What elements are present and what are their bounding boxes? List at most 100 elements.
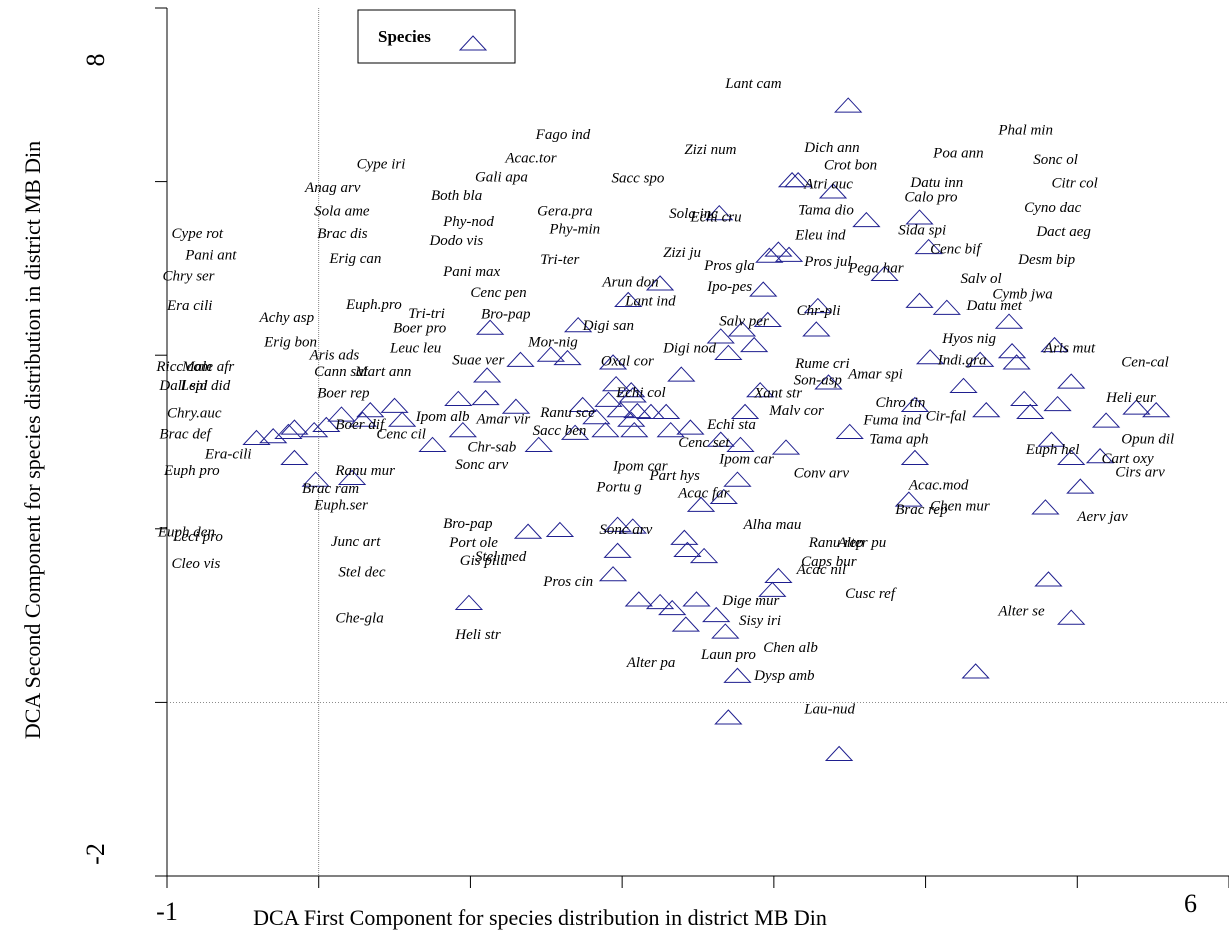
species-label: Cenc bif [930,242,982,258]
point [749,281,778,297]
species-label: Euph hel [1025,442,1080,458]
species-label: Pros cin [542,574,593,590]
species-label: Portu g [595,479,642,495]
point [568,396,597,413]
point [598,566,628,582]
species-label: Arun don [601,275,658,291]
point [783,171,813,188]
point [658,599,687,616]
point [711,623,740,639]
point [618,387,647,403]
species-label: Acac nil [796,562,847,578]
species-label: Ranu sce [539,405,595,421]
species-label: Brac rep [895,502,948,518]
species-label: Tama dio [798,203,854,219]
point [673,541,702,557]
species-label: Sacc spo [612,170,665,186]
point [327,406,356,422]
point [598,354,628,370]
species-label: Fago ind [535,127,591,143]
species-label: Desm bip [1017,252,1076,268]
species-label: Junc art [331,534,381,550]
species-label: Zizi num [684,142,736,158]
point [312,416,341,433]
point [582,408,611,425]
species-label: Acac.mod [908,478,969,494]
point [667,366,696,382]
point [670,529,699,545]
species-label: Leci pro [172,529,223,545]
species-label: Part hys [648,468,700,484]
species-label: Amar spi [847,367,903,383]
point [764,567,793,584]
point [682,591,711,607]
x-tick-label: -1 [156,897,178,926]
species-label: Dige mur [721,593,779,609]
species-label: Erig can [328,251,381,267]
species-label: Era cili [166,298,212,314]
point [852,211,881,228]
species-label: Son-asp [794,373,843,389]
species-label: Amar vir [475,412,530,428]
species-label: Gali apa [475,170,528,186]
y-axis-label: DCA Second Component for species distrib… [20,141,45,739]
species-label: Echi col [615,385,666,401]
point [723,471,752,487]
species-label: Salv per [719,314,769,330]
point [280,419,309,435]
species-label: Alha mau [743,517,802,533]
point [617,382,646,398]
point [380,397,409,413]
species-label: Boer rep [317,386,370,402]
point [915,349,945,365]
point [418,436,447,452]
species-label: Brac def [159,426,212,442]
species-label: Cen-cal [1121,354,1168,370]
species-label: Pani max [442,264,500,280]
species-label: Heli str [454,627,501,643]
point [723,667,752,683]
species-label: Tri-ter [540,252,579,268]
point [803,297,833,314]
point [448,421,477,438]
species-label: Phy-nod [442,214,494,230]
species-label: Cusc ref [845,586,897,602]
species-label: Chr-pli [797,303,841,319]
point [618,518,647,534]
point [824,745,854,761]
point [536,346,565,362]
point [545,521,575,538]
species-label: Boer dif [335,417,386,433]
point [591,421,620,438]
species-label: Sonc arv [599,522,652,538]
point [645,593,675,610]
point [818,183,848,199]
point [746,382,775,398]
species-label: Ipom car [612,459,668,475]
point [870,265,899,281]
species-label: Dodo vis [428,233,483,249]
y-tick-label: -2 [81,843,110,865]
species-label: Port ole [448,535,498,551]
point [774,246,804,262]
species-label: Cenc set [678,435,730,451]
point [259,428,288,444]
species-label: Cir-fal [926,408,967,424]
species-label: Cirs arv [1115,465,1165,481]
species-label: Lant cam [724,76,781,92]
species-label: Erig bon [263,334,317,350]
species-label: Pros jul [803,254,851,270]
point [814,374,843,390]
species-label: Alter se [997,604,1045,620]
point [656,421,685,438]
point [730,403,760,419]
point [727,321,757,337]
point [1002,354,1031,370]
species-label: Poa ann [932,145,983,161]
point [1057,609,1086,625]
point [388,411,417,427]
point [524,436,553,452]
species-label: Dysp amb [753,668,815,684]
species-label: Gis pilu [460,553,508,569]
